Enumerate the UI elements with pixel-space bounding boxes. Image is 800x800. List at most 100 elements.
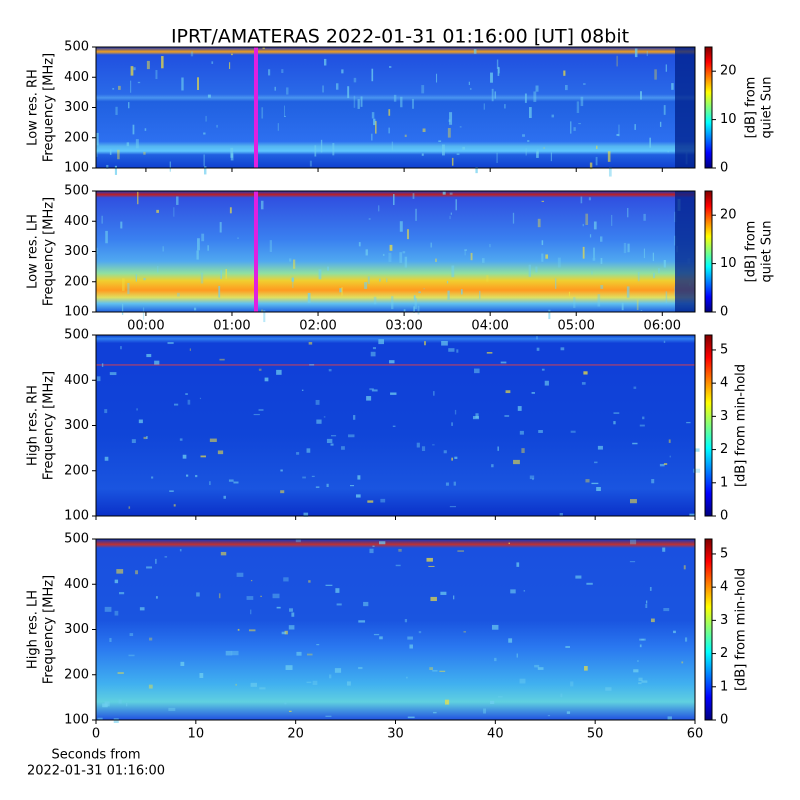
spectrogram-texture (582, 246, 585, 259)
spectrogram-texture (193, 307, 197, 311)
colorbar-tick-label: 2 (720, 442, 728, 457)
spectrogram-texture (230, 53, 233, 56)
spectrogram-texture (457, 550, 464, 552)
spectrogram-texture (369, 548, 374, 554)
spectrogram-texture (315, 486, 320, 489)
spectrogram-texture (199, 672, 204, 678)
spectrogram-texture (312, 680, 318, 685)
spectrogram-texture (412, 193, 415, 199)
spectrogram-texture (575, 575, 582, 579)
spectrogram-texture (557, 257, 561, 268)
spectrogram-texture (144, 128, 147, 131)
spectrogram-texture (393, 194, 395, 206)
y-axis-label: High res. LH (26, 590, 41, 669)
spectrogram-texture (260, 595, 262, 598)
spectrogram-texture (207, 94, 211, 98)
colorbar (704, 334, 713, 517)
spectrogram-texture (417, 305, 420, 315)
spectrogram-texture (663, 260, 666, 268)
spectrogram-texture (689, 513, 696, 516)
y-axis-label: Low res. RH (26, 69, 41, 146)
spectrogram-texture (219, 358, 225, 361)
spectrogram-texture (399, 252, 403, 263)
spectrogram-texture (203, 166, 207, 175)
spectrogram-texture (430, 596, 437, 602)
spectrogram-texture (489, 244, 491, 248)
spectrogram-texture (162, 246, 164, 252)
spectrogram-texture (596, 486, 601, 492)
spectrogram-texture (634, 48, 638, 58)
spectrogram-texture (496, 152, 498, 163)
spectrogram-texture (496, 59, 499, 69)
spectrogram-texture (129, 633, 134, 637)
spectrogram-texture (570, 121, 572, 134)
colorbar-tick-label: 5 (720, 342, 728, 357)
spectrogram-texture (675, 47, 695, 168)
spectrogram-texture (197, 238, 200, 251)
spectrogram-texture (248, 629, 256, 632)
spectrogram-texture (330, 435, 337, 437)
spectrogram-texture (237, 628, 240, 631)
spectrogram-texture (413, 306, 415, 313)
spectrogram-texture (490, 72, 493, 83)
spectrogram-texture (382, 253, 385, 256)
spectrogram-texture (662, 547, 666, 552)
spectrogram-texture (346, 681, 351, 686)
spectrogram-texture (416, 442, 420, 448)
spectrogram-texture (652, 252, 654, 262)
spectrogram-texture (560, 693, 563, 698)
spectrogram-texture (668, 439, 671, 443)
spectrogram-texture (432, 444, 435, 446)
spectrogram-texture (428, 565, 435, 567)
spectrogram-texture (418, 631, 422, 634)
spectrogram-texture (353, 415, 356, 420)
y-tick-label: 100 (64, 713, 89, 728)
spectrogram-texture (532, 478, 534, 481)
colorbar-tick-label: 3 (720, 409, 728, 424)
spectrogram-texture (341, 287, 343, 296)
spectrogram-texture (235, 683, 237, 686)
spectrogram-texture (211, 61, 214, 64)
spectrogram-texture (334, 668, 342, 673)
spectrogram-texture (500, 361, 507, 364)
spectrogram-texture (218, 285, 221, 298)
spectrogram-texture (550, 152, 552, 162)
spectrogram-texture (391, 141, 394, 151)
spectrogram-texture (438, 140, 442, 142)
spectrogram-texture (268, 69, 271, 76)
spectrogram-texture (494, 91, 497, 99)
spectrogram-texture (200, 272, 204, 284)
spectrogram-texture (443, 450, 447, 454)
spectrogram-texture (595, 156, 598, 166)
spectrogram-texture (641, 638, 644, 641)
spectrogram-texture (667, 150, 669, 153)
y-tick-label: 400 (64, 577, 89, 592)
spectrogram-texture (363, 601, 369, 607)
spectrogram-texture (456, 349, 459, 353)
spectrogram-texture (533, 91, 537, 102)
spectrogram-texture (146, 566, 153, 569)
x-tick-label: 06:00 (644, 319, 681, 334)
spectrogram-texture (118, 592, 125, 595)
y-tick-label: 400 (64, 373, 89, 388)
spectrogram-texture (154, 360, 160, 365)
spectrogram-texture (669, 455, 671, 458)
spectrogram-texture (639, 638, 646, 641)
colorbar-label: quiet Sun (760, 220, 775, 282)
y-tick-label: 400 (64, 214, 89, 229)
spectrogram-texture (621, 302, 624, 311)
spectrogram-texture (155, 596, 158, 599)
spectrogram-texture (280, 469, 283, 472)
spectrogram-texture (538, 430, 543, 433)
spectrogram-texture (665, 291, 668, 304)
spectrogram-texture (137, 191, 139, 205)
spectrogram-texture (423, 288, 425, 290)
y-tick-label: 100 (64, 305, 89, 320)
spectrogram-texture (588, 197, 591, 201)
spectrogram-texture (658, 268, 660, 274)
spectrogram-texture (531, 392, 535, 394)
spectrogram-texture (459, 126, 462, 128)
spectrogram-texture (353, 77, 357, 83)
spectrogram-texture (497, 696, 503, 698)
